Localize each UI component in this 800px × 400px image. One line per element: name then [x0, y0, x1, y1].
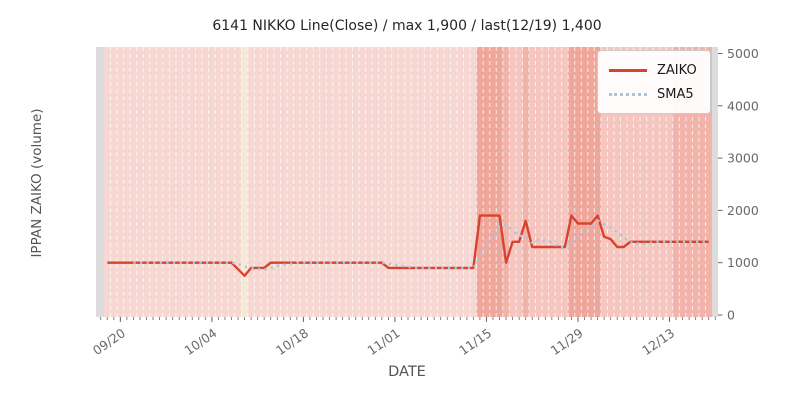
y-tick-label: 2000 [727, 203, 759, 218]
x-axis-label: DATE [388, 364, 426, 380]
legend-label-zaiko: ZAIKO [657, 62, 697, 78]
x-tick-label: 09/20 [90, 325, 128, 358]
chart-title: 6141 NIKKO Line(Close) / max 1,900 / las… [212, 18, 602, 34]
background-band [522, 47, 529, 317]
background-band [104, 47, 242, 317]
x-tick-label: 12/13 [639, 325, 677, 358]
sma5-line-sample [609, 92, 647, 96]
y-axis-label: IPPAN ZAIKO (volume) [29, 108, 45, 258]
background-band [568, 47, 601, 317]
legend-label-sma5: SMA5 [657, 86, 694, 102]
y-tick-label: 0 [727, 308, 735, 323]
background-band [247, 47, 477, 317]
y-tick-label: 3000 [727, 151, 759, 166]
x-tick-label: 10/04 [182, 325, 220, 358]
x-tick-label: 11/15 [456, 325, 494, 358]
x-tick-label: 10/18 [273, 325, 311, 358]
y-tick-label: 1000 [727, 255, 759, 270]
x-tick-label: 11/01 [365, 325, 403, 358]
legend-item-sma5: SMA5 [609, 82, 700, 106]
background-band [241, 47, 248, 317]
legend-item-zaiko: ZAIKO [609, 58, 700, 82]
background-band [502, 47, 510, 317]
x-tick-label: 11/29 [548, 325, 586, 358]
y-tick-label: 4000 [727, 98, 759, 113]
legend: ZAIKO SMA5 [597, 50, 711, 114]
y-tick-label: 5000 [727, 46, 759, 61]
zaiko-line-sample [609, 68, 647, 72]
